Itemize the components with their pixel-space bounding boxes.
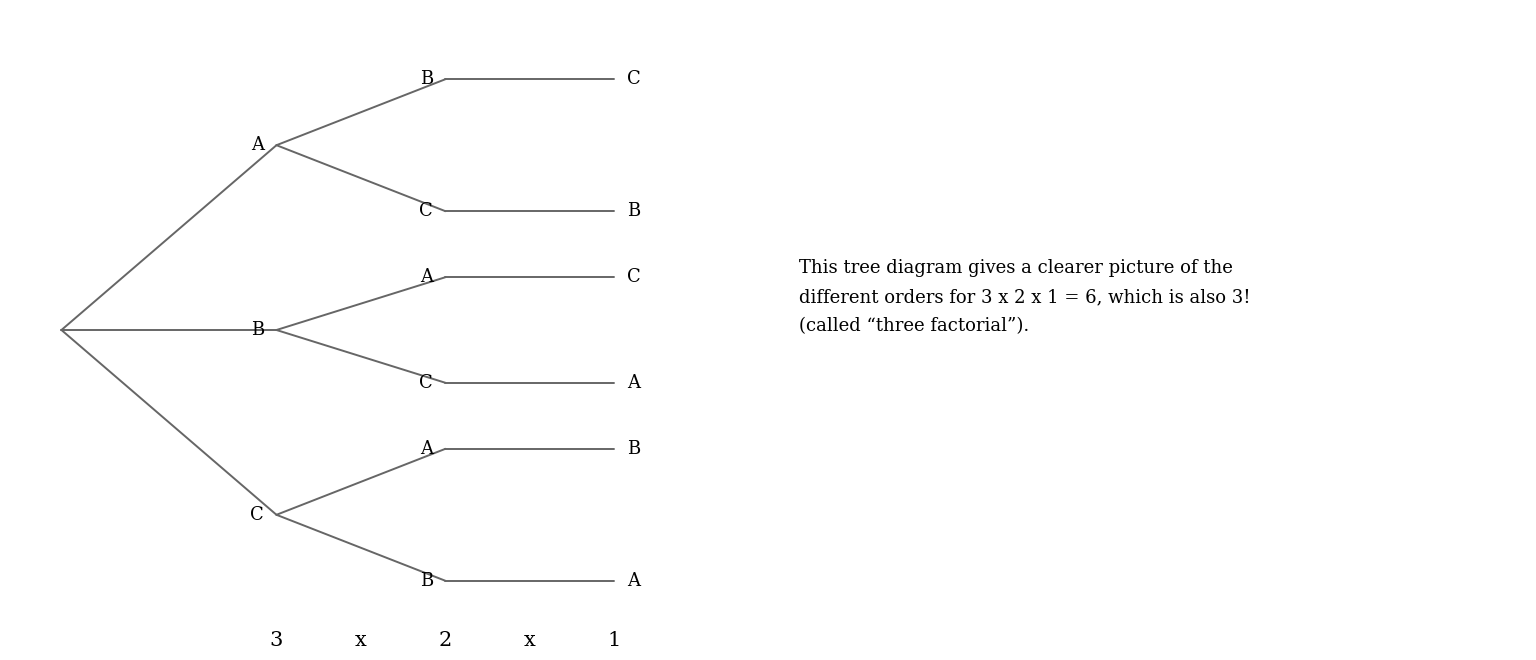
Text: This tree diagram gives a clearer picture of the
different orders for 3 x 2 x 1 : This tree diagram gives a clearer pictur… (799, 259, 1250, 335)
Text: A: A (421, 440, 433, 458)
Text: 3: 3 (270, 631, 283, 649)
Text: C: C (419, 374, 433, 392)
Text: C: C (627, 70, 641, 88)
Text: A: A (421, 268, 433, 286)
Text: C: C (250, 506, 264, 524)
Text: B: B (419, 70, 433, 88)
Text: B: B (627, 202, 641, 220)
Text: B: B (419, 572, 433, 590)
Text: x: x (524, 631, 536, 649)
Text: B: B (250, 321, 264, 339)
Text: A: A (252, 136, 264, 154)
Text: 2: 2 (439, 631, 452, 649)
Text: A: A (627, 374, 639, 392)
Text: B: B (627, 440, 641, 458)
Text: C: C (419, 202, 433, 220)
Text: x: x (355, 631, 367, 649)
Text: C: C (627, 268, 641, 286)
Text: A: A (627, 572, 639, 590)
Text: 1: 1 (608, 631, 621, 649)
